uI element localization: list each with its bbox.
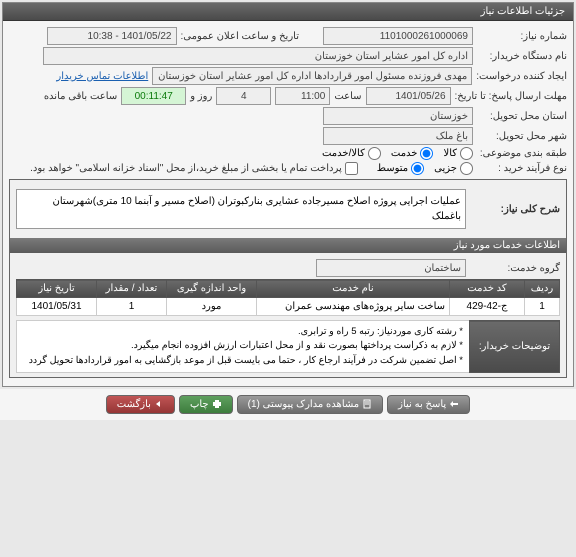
deadline-time-field <box>275 87 330 105</box>
inner-panel: شرح کلی نیاز: عملیات اجرایی پروژه اصلاح … <box>9 179 567 378</box>
print-icon <box>212 399 222 409</box>
pub-date-field <box>47 27 177 45</box>
group-field <box>316 259 466 277</box>
subject-type-label: طبقه بندی موضوعی: <box>477 148 567 159</box>
th-name: نام خدمت <box>257 280 450 298</box>
document-icon <box>362 399 372 409</box>
days-field <box>216 87 271 105</box>
respond-button[interactable]: پاسخ به نیاز <box>387 395 470 414</box>
need-no-field <box>323 27 473 45</box>
services-header: اطلاعات خدمات مورد نیاز <box>10 238 566 253</box>
desc-label: شرح کلی نیاز: <box>470 204 560 215</box>
province-field <box>323 107 473 125</box>
buyer-field <box>43 47 473 65</box>
radio-motavaset[interactable]: متوسط <box>377 162 424 175</box>
view-docs-button[interactable]: مشاهده مدارک پیوستی (1) <box>237 395 384 414</box>
back-button[interactable]: بازگشت <box>106 395 175 414</box>
desc-box: عملیات اجرایی پروژه اصلاح مسیرجاده عشایر… <box>16 189 466 229</box>
creator-field <box>152 67 472 85</box>
subject-type-group: کالا خدمت کالا/خدمت <box>322 147 473 160</box>
panel-body: شماره نیاز: تاریخ و ساعت اعلان عمومی: نا… <box>3 21 573 386</box>
radio-jozi[interactable]: جزیی <box>434 162 473 175</box>
radio-kalakh[interactable]: کالا/خدمت <box>322 147 381 160</box>
contact-link[interactable]: اطلاعات تماس خریدار <box>56 71 148 82</box>
buyer-notes-label: توضیحات خریدار: <box>470 321 560 373</box>
creator-label: ایجاد کننده درخواست: <box>476 71 567 82</box>
th-row: ردیف <box>525 280 560 298</box>
th-date: تاریخ نیاز <box>17 280 97 298</box>
radio-khadmat-input[interactable] <box>420 147 433 160</box>
td-row: 1 <box>525 298 560 316</box>
td-date: 1401/05/31 <box>17 298 97 316</box>
radio-motavaset-input[interactable] <box>411 162 424 175</box>
button-row: پاسخ به نیاز مشاهده مدارک پیوستی (1) چاپ… <box>0 389 576 420</box>
radio-jozi-input[interactable] <box>460 162 473 175</box>
th-code: کد خدمت <box>450 280 525 298</box>
main-panel: جزئیات اطلاعات نیاز شماره نیاز: تاریخ و … <box>2 2 574 387</box>
countdown-field <box>121 87 186 105</box>
radio-kala-input[interactable] <box>460 147 473 160</box>
td-code: ج-42-429 <box>450 298 525 316</box>
city-label: شهر محل تحویل: <box>477 131 567 142</box>
radio-kala[interactable]: کالا <box>443 147 473 160</box>
buy-type-group: جزیی متوسط <box>377 162 473 175</box>
buyer-notes-text: * رشته کاری موردنیاز: رتبه 5 راه و ترابر… <box>17 321 470 373</box>
notes-table: توضیحات خریدار: * رشته کاری موردنیاز: رت… <box>16 320 560 373</box>
buy-type-label: نوع فرآیند خرید : <box>477 163 567 174</box>
th-unit: واحد اندازه گیری <box>167 280 257 298</box>
city-field <box>323 127 473 145</box>
pay-note-text: پرداخت تمام یا بخشی از مبلغ خرید،از محل … <box>30 163 342 174</box>
td-name: ساخت سایر پروژه‌های مهندسی عمران <box>257 298 450 316</box>
td-unit: مورد <box>167 298 257 316</box>
pub-date-label: تاریخ و ساعت اعلان عمومی: <box>181 31 300 42</box>
need-no-label: شماره نیاز: <box>477 31 567 42</box>
services-table: ردیف کد خدمت نام خدمت واحد اندازه گیری ت… <box>16 279 560 316</box>
deadline-label: مهلت ارسال پاسخ: تا تاریخ: <box>455 91 567 102</box>
th-qty: تعداد / مقدار <box>97 280 167 298</box>
td-qty: 1 <box>97 298 167 316</box>
buyer-label: نام دستگاه خریدار: <box>477 51 567 62</box>
panel-title: جزئیات اطلاعات نیاز <box>3 3 573 21</box>
time-label: ساعت <box>334 91 361 102</box>
pay-note-checkbox[interactable] <box>345 162 358 175</box>
remain-label: ساعت باقی مانده <box>44 91 117 102</box>
print-button[interactable]: چاپ <box>179 395 233 414</box>
deadline-date-field <box>366 87 451 105</box>
back-icon <box>154 399 164 409</box>
radio-kalakh-input[interactable] <box>368 147 381 160</box>
group-label: گروه خدمت: <box>470 263 560 274</box>
province-label: استان محل تحویل: <box>477 111 567 122</box>
pay-note-check[interactable]: پرداخت تمام یا بخشی از مبلغ خرید،از محل … <box>30 162 358 175</box>
radio-khadmat[interactable]: خدمت <box>391 147 434 160</box>
table-row: 1 ج-42-429 ساخت سایر پروژه‌های مهندسی عم… <box>17 298 560 316</box>
reply-icon <box>449 399 459 409</box>
days-label: روز و <box>190 91 212 102</box>
